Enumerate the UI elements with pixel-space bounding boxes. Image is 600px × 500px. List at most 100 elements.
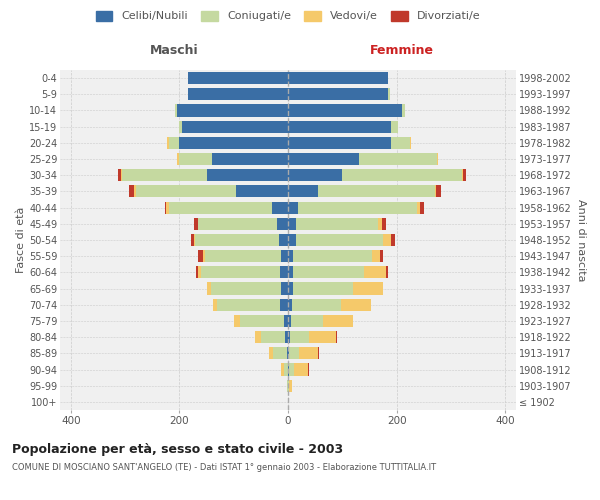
Bar — [280, 298, 288, 311]
Bar — [383, 234, 391, 246]
Bar — [261, 331, 285, 343]
Bar — [288, 218, 296, 230]
Bar — [205, 250, 281, 262]
Bar — [281, 282, 288, 294]
Bar — [281, 250, 288, 262]
Bar — [288, 234, 296, 246]
Bar — [285, 331, 288, 343]
Bar — [288, 137, 391, 149]
Bar — [308, 331, 336, 343]
Bar — [391, 234, 395, 246]
Bar — [341, 298, 371, 311]
Bar — [359, 153, 437, 165]
Bar — [206, 282, 211, 294]
Bar — [201, 266, 280, 278]
Bar — [199, 266, 201, 278]
Bar — [217, 298, 280, 311]
Bar — [287, 348, 288, 360]
Bar — [195, 234, 280, 246]
Bar — [462, 169, 463, 181]
Bar — [364, 266, 386, 278]
Bar — [277, 218, 288, 230]
Bar — [288, 104, 402, 117]
Bar — [294, 364, 308, 376]
Bar — [391, 137, 410, 149]
Bar — [169, 137, 179, 149]
Bar — [175, 104, 177, 117]
Bar — [280, 266, 288, 278]
Bar — [372, 250, 380, 262]
Bar — [298, 202, 417, 213]
Bar — [353, 282, 383, 294]
Bar — [288, 72, 388, 84]
Bar — [288, 380, 289, 392]
Bar — [380, 250, 383, 262]
Bar — [130, 186, 134, 198]
Bar — [213, 298, 217, 311]
Bar — [296, 234, 383, 246]
Bar — [236, 186, 288, 198]
Bar — [293, 266, 364, 278]
Bar — [196, 266, 199, 278]
Legend: Celibi/Nubili, Coniugati/e, Vedovi/e, Divorziati/e: Celibi/Nubili, Coniugati/e, Vedovi/e, Di… — [96, 10, 480, 22]
Bar — [179, 137, 288, 149]
Bar — [288, 348, 289, 360]
Bar — [410, 137, 411, 149]
Bar — [256, 331, 261, 343]
Bar — [284, 315, 288, 327]
Bar — [182, 120, 288, 132]
Bar — [179, 120, 182, 132]
Bar — [188, 88, 288, 101]
Bar — [288, 202, 298, 213]
Y-axis label: Fasce di età: Fasce di età — [16, 207, 26, 273]
Bar — [211, 282, 281, 294]
Bar — [388, 88, 389, 101]
Bar — [292, 298, 341, 311]
Bar — [122, 169, 206, 181]
Bar — [318, 348, 319, 360]
Bar — [206, 169, 288, 181]
Bar — [281, 364, 284, 376]
Bar — [436, 186, 440, 198]
Bar — [284, 364, 288, 376]
Bar — [167, 137, 169, 149]
Bar — [165, 202, 166, 213]
Bar — [203, 250, 205, 262]
Bar — [463, 169, 466, 181]
Bar — [288, 315, 291, 327]
Bar — [288, 169, 342, 181]
Y-axis label: Anni di nascita: Anni di nascita — [575, 198, 586, 281]
Bar — [417, 202, 420, 213]
Bar — [291, 315, 323, 327]
Bar — [288, 186, 318, 198]
Bar — [288, 298, 292, 311]
Bar — [272, 202, 288, 213]
Bar — [199, 250, 203, 262]
Bar — [288, 250, 293, 262]
Bar — [402, 104, 405, 117]
Bar — [290, 331, 308, 343]
Bar — [194, 234, 195, 246]
Bar — [289, 348, 299, 360]
Bar — [434, 186, 436, 198]
Bar — [188, 72, 288, 84]
Bar — [323, 315, 353, 327]
Bar — [420, 202, 424, 213]
Bar — [177, 104, 288, 117]
Bar — [391, 120, 398, 132]
Bar — [318, 186, 434, 198]
Bar — [382, 218, 386, 230]
Bar — [179, 153, 212, 165]
Bar — [212, 153, 288, 165]
Bar — [377, 218, 382, 230]
Bar — [386, 266, 388, 278]
Bar — [191, 234, 194, 246]
Bar — [166, 202, 169, 213]
Bar — [274, 348, 287, 360]
Bar — [342, 169, 462, 181]
Bar — [289, 364, 294, 376]
Bar — [234, 315, 240, 327]
Bar — [177, 153, 179, 165]
Bar — [121, 169, 122, 181]
Bar — [134, 186, 136, 198]
